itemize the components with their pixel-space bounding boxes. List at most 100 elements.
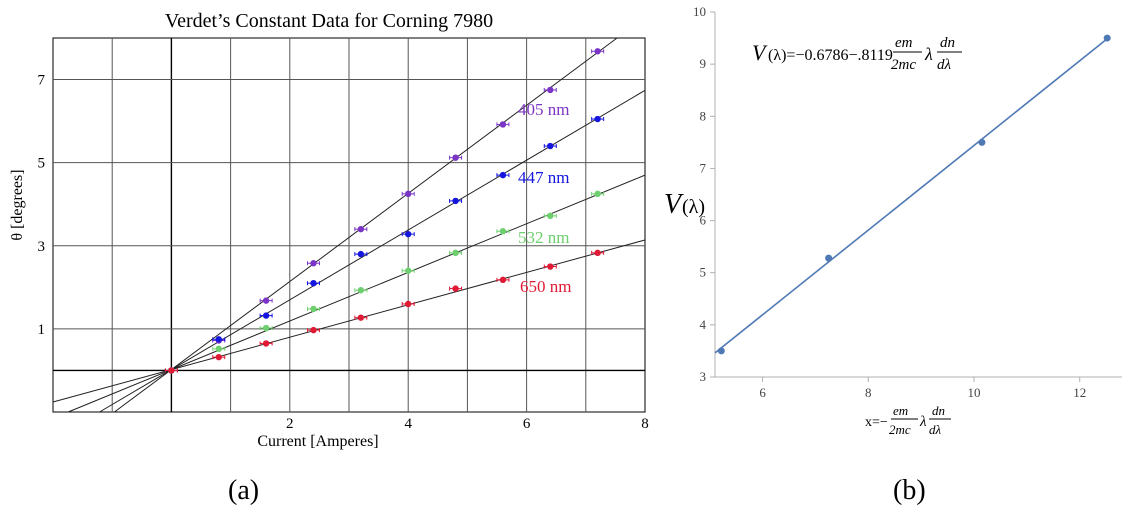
data-point: [594, 48, 601, 55]
y-tick-label: 4: [700, 317, 707, 332]
data-point: [1103, 34, 1111, 42]
data-point: [594, 190, 601, 198]
svg-text:em: em: [895, 35, 913, 51]
caption-b: (b): [893, 475, 926, 506]
chart-b-points: [717, 34, 1111, 355]
x-tick-label: 10: [968, 385, 981, 400]
data-point: [357, 287, 365, 294]
chart-a-tick-labels: 2 4 6 8 1 3 5 7: [38, 73, 649, 432]
chart-a-y-axis-label: θ [degrees]: [9, 169, 26, 240]
x-tick-label: 4: [404, 416, 412, 432]
svg-text:V: V: [664, 189, 684, 220]
chart-b-equation: V (λ)=−0.6786−.8119 em 2mc λ dn dλ: [752, 35, 962, 73]
svg-text:dλ: dλ: [929, 422, 942, 437]
chart-b-y-axis-label: V (λ): [664, 189, 705, 220]
chart-a-series-labels: 405 nm 447 nm 532 nm 650 nm: [518, 100, 571, 296]
data-point: [452, 249, 459, 257]
data-point: [717, 347, 725, 355]
data-point: [405, 230, 412, 238]
y-tick-label: 7: [38, 73, 46, 89]
data-point: [547, 263, 554, 270]
svg-text:(λ)=−0.6786−.8119: (λ)=−0.6786−.8119: [768, 47, 893, 64]
chart-a-points: [164, 48, 605, 374]
data-point: [978, 138, 986, 146]
svg-text:dn: dn: [932, 403, 945, 418]
y-tick-label: 1: [38, 322, 46, 338]
data-point: [452, 285, 459, 292]
chart-b-tick-labels: 6 8 10 12 3 4 5 6 7 8 9 10: [693, 4, 1086, 400]
svg-text:dλ: dλ: [937, 57, 952, 73]
data-point: [594, 249, 601, 257]
y-tick-label: 3: [38, 239, 46, 255]
data-point: [310, 260, 317, 267]
data-point: [405, 267, 412, 274]
data-point: [547, 142, 554, 150]
data-point: [262, 340, 270, 347]
data-point: [310, 305, 317, 313]
data-point: [547, 212, 554, 220]
x-tick-label: 6: [523, 416, 531, 432]
data-point: [215, 345, 222, 353]
data-point: [262, 312, 270, 319]
y-tick-label: 6: [700, 213, 707, 228]
chart-b: 6 8 10 12 3 4 5 6 7 8 9 10 V (λ)=−0.6786−.8119 em 2…: [664, 4, 1122, 437]
x-tick-label: 12: [1073, 385, 1086, 400]
y-tick-label: 9: [700, 56, 707, 71]
svg-text:λ: λ: [924, 44, 933, 64]
series-label: 532 nm: [518, 228, 569, 247]
chart-a-grid: [52, 37, 646, 413]
fit-line: [714, 36, 1110, 354]
chart-a-title: Verdet’s Constant Data for Corning 7980: [165, 10, 493, 32]
series-label: 405 nm: [518, 100, 569, 119]
svg-text:em: em: [893, 403, 908, 418]
data-point: [499, 171, 507, 179]
svg-text:dn: dn: [940, 35, 955, 51]
data-point: [825, 254, 833, 262]
data-point: [262, 297, 270, 304]
chart-a: Verdet’s Constant Data for Corning 7980 …: [9, 10, 649, 450]
data-point: [499, 228, 507, 235]
svg-text:λ: λ: [919, 414, 927, 430]
data-point: [310, 326, 317, 334]
data-point: [405, 190, 412, 198]
data-point: [452, 197, 459, 205]
data-point: [547, 86, 554, 94]
chart-b-axes: [710, 11, 1122, 382]
y-tick-label: 8: [700, 108, 707, 123]
chart-b-x-axis-label: x=− em 2mc λ dn dλ: [865, 403, 951, 437]
x-tick-label: 8: [641, 416, 649, 432]
chart-a-x-axis-label: Current [Amperes]: [257, 433, 378, 450]
series-label: 447 nm: [518, 168, 569, 187]
x-tick-label: 2: [286, 416, 294, 432]
svg-text:2mc: 2mc: [891, 57, 916, 73]
data-point: [357, 225, 365, 233]
y-tick-label: 7: [700, 160, 707, 175]
fit-line: [114, 37, 618, 413]
data-point: [452, 154, 459, 161]
y-tick-label: 5: [700, 265, 707, 280]
fit-line: [99, 89, 646, 413]
series-label: 650 nm: [520, 277, 571, 296]
data-point: [594, 115, 601, 123]
data-point: [405, 300, 412, 308]
data-point: [357, 250, 365, 258]
y-tick-label: 10: [693, 4, 706, 19]
chart-b-fit-line: [714, 36, 1110, 354]
svg-text:x=−: x=−: [865, 415, 888, 430]
svg-text:(λ): (λ): [682, 196, 705, 218]
y-tick-label: 3: [700, 369, 707, 384]
x-tick-label: 6: [759, 385, 766, 400]
data-point: [499, 276, 507, 284]
data-point: [262, 324, 270, 332]
data-point: [168, 367, 175, 374]
svg-text:2mc: 2mc: [889, 422, 911, 437]
y-tick-label: 5: [38, 156, 46, 172]
svg-text:V: V: [752, 40, 768, 65]
caption-a: (a): [228, 475, 260, 506]
data-point: [215, 336, 222, 343]
data-point: [215, 353, 222, 361]
data-point: [499, 121, 507, 128]
x-tick-label: 8: [865, 385, 872, 400]
data-point: [310, 279, 317, 287]
